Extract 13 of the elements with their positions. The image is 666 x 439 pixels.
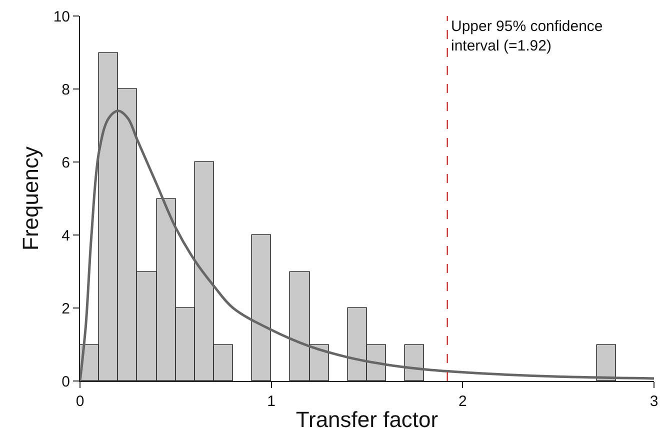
y-tick-label: 10 [53,8,70,26]
x-tick-label: 0 [76,393,84,410]
y-axis-title: Frequency [18,146,44,250]
x-tick-label: 2 [458,393,467,410]
x-tick-label: 1 [267,393,276,410]
y-tick-label: 0 [62,373,70,390]
y-tick-label: 2 [62,300,70,318]
x-axis-title: Transfer factor [296,406,438,432]
x-tick-label: 3 [650,393,658,410]
ref-line-label: Upper 95% confidence interval (=1.92) [451,18,603,54]
y-tick-label: 4 [62,227,70,244]
y-tick-label: 8 [62,81,70,98]
y-tick-label: 6 [62,154,70,172]
